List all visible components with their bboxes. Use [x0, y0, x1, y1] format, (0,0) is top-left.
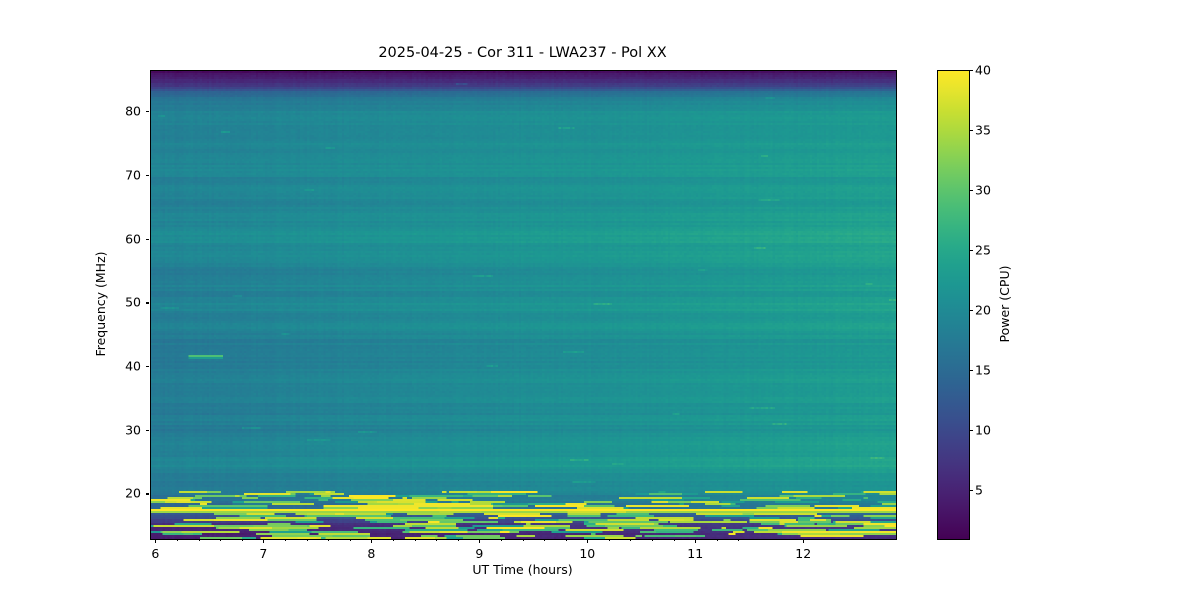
colorbar-tick-label: 35: [975, 122, 991, 138]
colorbar-tick-label: 20: [975, 302, 991, 318]
y-tick-label: 20: [125, 485, 141, 501]
colorbar-tick-label: 5: [975, 482, 983, 498]
colorbar-tick-label: 25: [975, 242, 991, 258]
x-minor-tick-mark: [500, 539, 502, 542]
page-title: 2025-04-25 - Cor 311 - LWA237 - Pol XX: [378, 45, 667, 61]
x-minor-tick-mark: [198, 539, 200, 542]
y-tick-mark: [145, 302, 149, 304]
y-tick-label: 80: [125, 103, 141, 119]
y-tick-mark: [145, 175, 149, 177]
colorbar-axes[interactable]: [937, 70, 970, 540]
y-tick-mark: [145, 366, 149, 368]
spectrogram-axes[interactable]: [150, 70, 897, 540]
colorbar-tick-mark: [969, 310, 973, 312]
x-minor-tick-mark: [608, 539, 610, 542]
y-tick-mark: [145, 493, 149, 495]
x-tick-label: 10: [579, 546, 596, 561]
x-minor-tick-mark: [392, 539, 394, 542]
x-minor-tick-mark: [349, 539, 351, 542]
x-tick-label: 12: [795, 546, 812, 561]
colorbar-label: Power (CPU): [997, 265, 1012, 343]
colorbar-tick-label: 30: [975, 182, 991, 198]
x-tick-label: 6: [151, 546, 160, 561]
x-tick-label: 8: [367, 546, 376, 561]
dynamic-spectrum-heatmap: [151, 71, 896, 539]
y-tick-mark: [145, 238, 149, 240]
colorbar-tick-label: 40: [975, 62, 991, 78]
x-minor-tick-mark: [436, 539, 438, 542]
x-minor-tick-mark: [630, 539, 632, 542]
colorbar-tick-mark: [969, 490, 973, 492]
x-axis-label: UT Time (hours): [472, 562, 573, 577]
colorbar-tick-mark: [969, 130, 973, 132]
x-minor-tick-mark: [220, 539, 222, 542]
x-minor-tick-mark: [284, 539, 286, 542]
colorbar-tick-mark: [969, 70, 973, 72]
x-minor-tick-mark: [565, 539, 567, 542]
x-tick-label: 7: [259, 546, 268, 561]
x-minor-tick-mark: [328, 539, 330, 542]
colorbar-gradient: [938, 71, 969, 539]
x-tick-mark: [263, 539, 265, 543]
x-minor-tick-mark: [716, 539, 718, 542]
colorbar-tick-mark: [969, 250, 973, 252]
x-tick-mark: [371, 539, 373, 543]
x-tick-label: 9: [475, 546, 484, 561]
x-minor-tick-mark: [457, 539, 459, 542]
x-minor-tick-mark: [544, 539, 546, 542]
x-tick-mark: [479, 539, 481, 543]
x-minor-tick-mark: [652, 539, 654, 542]
x-tick-mark: [587, 539, 589, 543]
colorbar-tick-label: 10: [975, 422, 991, 438]
colorbar-tick-label: 15: [975, 362, 991, 378]
x-tick-mark: [695, 539, 697, 543]
y-tick-label: 50: [125, 294, 141, 310]
x-minor-tick-mark: [306, 539, 308, 542]
colorbar-tick-mark: [969, 370, 973, 372]
y-tick-label: 70: [125, 167, 141, 183]
y-axis-label: Frequency (MHz): [93, 251, 108, 357]
spectrogram-canvas: [151, 71, 896, 539]
x-tick-mark: [155, 539, 157, 543]
x-minor-tick-mark: [738, 539, 740, 542]
x-minor-tick-mark: [176, 539, 178, 542]
x-tick-label: 11: [687, 546, 704, 561]
colorbar-tick-mark: [969, 430, 973, 432]
y-tick-mark: [145, 429, 149, 431]
x-minor-tick-mark: [414, 539, 416, 542]
y-tick-label: 30: [125, 422, 141, 438]
x-minor-tick-mark: [522, 539, 524, 542]
x-minor-tick-mark: [673, 539, 675, 542]
y-tick-mark: [145, 111, 149, 113]
x-minor-tick-mark: [241, 539, 243, 542]
y-tick-label: 60: [125, 231, 141, 247]
x-tick-mark: [803, 539, 805, 543]
y-tick-label: 40: [125, 358, 141, 374]
colorbar-tick-mark: [969, 190, 973, 192]
